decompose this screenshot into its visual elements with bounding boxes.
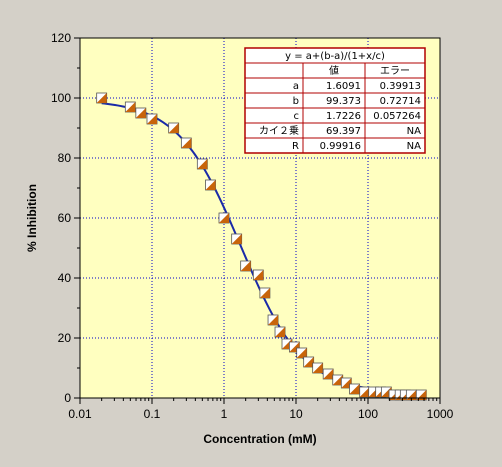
fit-table-header: 値 — [329, 64, 339, 77]
x-axis-title: Concentration (mM) — [203, 432, 316, 446]
y-tick-label: 40 — [58, 271, 72, 285]
data-point-fill — [240, 261, 251, 271]
fit-table-title: y = a+(b-a)/(1+x/c) — [285, 51, 385, 62]
data-point — [274, 326, 286, 338]
fit-table-cell: カイ２乗 — [259, 125, 299, 137]
fit-table-cell: 69.397 — [326, 126, 361, 137]
fit-table-cell: b — [293, 96, 299, 107]
data-point-fill — [312, 363, 323, 373]
x-axis-ticks: 0.01 0.1 1 10 100 1000 — [68, 398, 454, 421]
data-point — [168, 122, 180, 134]
data-point — [267, 314, 279, 326]
data-point-fill — [168, 123, 179, 133]
fit-table-cell: 99.373 — [326, 96, 361, 107]
grid — [80, 38, 440, 398]
data-point-fill — [268, 315, 279, 325]
data-point — [322, 368, 334, 380]
y-tick-label: 80 — [58, 151, 72, 165]
data-point — [196, 158, 208, 170]
y-axis-ticks: 0 20 40 60 80 100 120 — [51, 31, 80, 405]
x-tick-label: 0.01 — [68, 407, 92, 421]
fit-table-cell: 1.7226 — [326, 111, 361, 122]
data-point — [96, 92, 108, 104]
data-point — [340, 377, 352, 389]
fit-table-cell: 0.39913 — [380, 81, 421, 92]
data-point — [303, 356, 315, 368]
fit-table-cell: c — [294, 111, 300, 122]
fit-table-header: エラー — [380, 65, 410, 77]
y-tick-label: 120 — [51, 31, 71, 45]
fit-table-cell: NA — [407, 126, 421, 137]
fit-table-cell: 0.99916 — [320, 141, 361, 152]
x-tick-label: 0.1 — [144, 407, 161, 421]
fit-table-cell: 0.72714 — [380, 96, 421, 107]
fit-table-cell: 1.6091 — [326, 81, 361, 92]
data-point-fill — [332, 375, 343, 385]
data-point — [124, 101, 136, 113]
data-point-fill — [259, 288, 270, 298]
fit-table-cell: R — [292, 141, 299, 152]
data-point-fill — [135, 108, 146, 118]
data-point-fill — [231, 234, 242, 244]
data-point — [252, 269, 264, 281]
data-point-fill — [349, 384, 360, 394]
x-tick-label: 1000 — [427, 407, 454, 421]
data-point-fill — [323, 369, 334, 379]
data-point-fill — [296, 348, 307, 358]
data-point-fill — [253, 270, 264, 280]
fit-parameter-table: y = a+(b-a)/(1+x/c) 値 エラー a 1.6091 0.39913 b 99… — [244, 47, 426, 154]
data-point-fill — [147, 114, 157, 124]
data-point — [146, 113, 158, 125]
y-tick-label: 20 — [58, 331, 72, 345]
data-point-fill — [96, 93, 107, 103]
y-axis-title: % Inhibition — [25, 184, 39, 252]
fit-table-cell: NA — [407, 141, 421, 152]
data-point — [296, 347, 308, 359]
data-point — [240, 260, 252, 272]
data-point — [135, 107, 147, 119]
data-point — [359, 386, 371, 398]
data-point — [349, 383, 360, 395]
data-point-fill — [197, 159, 208, 169]
data-point-fill — [359, 387, 370, 397]
x-tick-label: 100 — [358, 407, 378, 421]
y-tick-label: 0 — [64, 391, 71, 405]
fit-table-cell: a — [293, 81, 299, 92]
data-point — [231, 233, 243, 245]
fit-table-cell: 0.057264 — [373, 111, 421, 122]
data-point — [218, 212, 230, 224]
data-point-fill — [303, 357, 314, 367]
data-point — [180, 137, 192, 149]
fit-table-frame — [244, 47, 426, 154]
data-point-fill — [125, 102, 136, 112]
data-point — [312, 362, 324, 374]
data-point-fill — [219, 213, 229, 223]
x-tick-label: 1 — [221, 407, 228, 421]
data-point — [205, 179, 216, 191]
data-point-fill — [181, 138, 192, 148]
y-tick-label: 100 — [51, 91, 71, 105]
data-point-fill — [275, 327, 286, 337]
data-point-fill — [205, 180, 216, 190]
x-tick-label: 10 — [289, 407, 303, 421]
data-point — [259, 287, 271, 299]
data-point-fill — [341, 378, 352, 388]
data-points — [96, 92, 427, 401]
y-tick-label: 60 — [58, 211, 72, 225]
